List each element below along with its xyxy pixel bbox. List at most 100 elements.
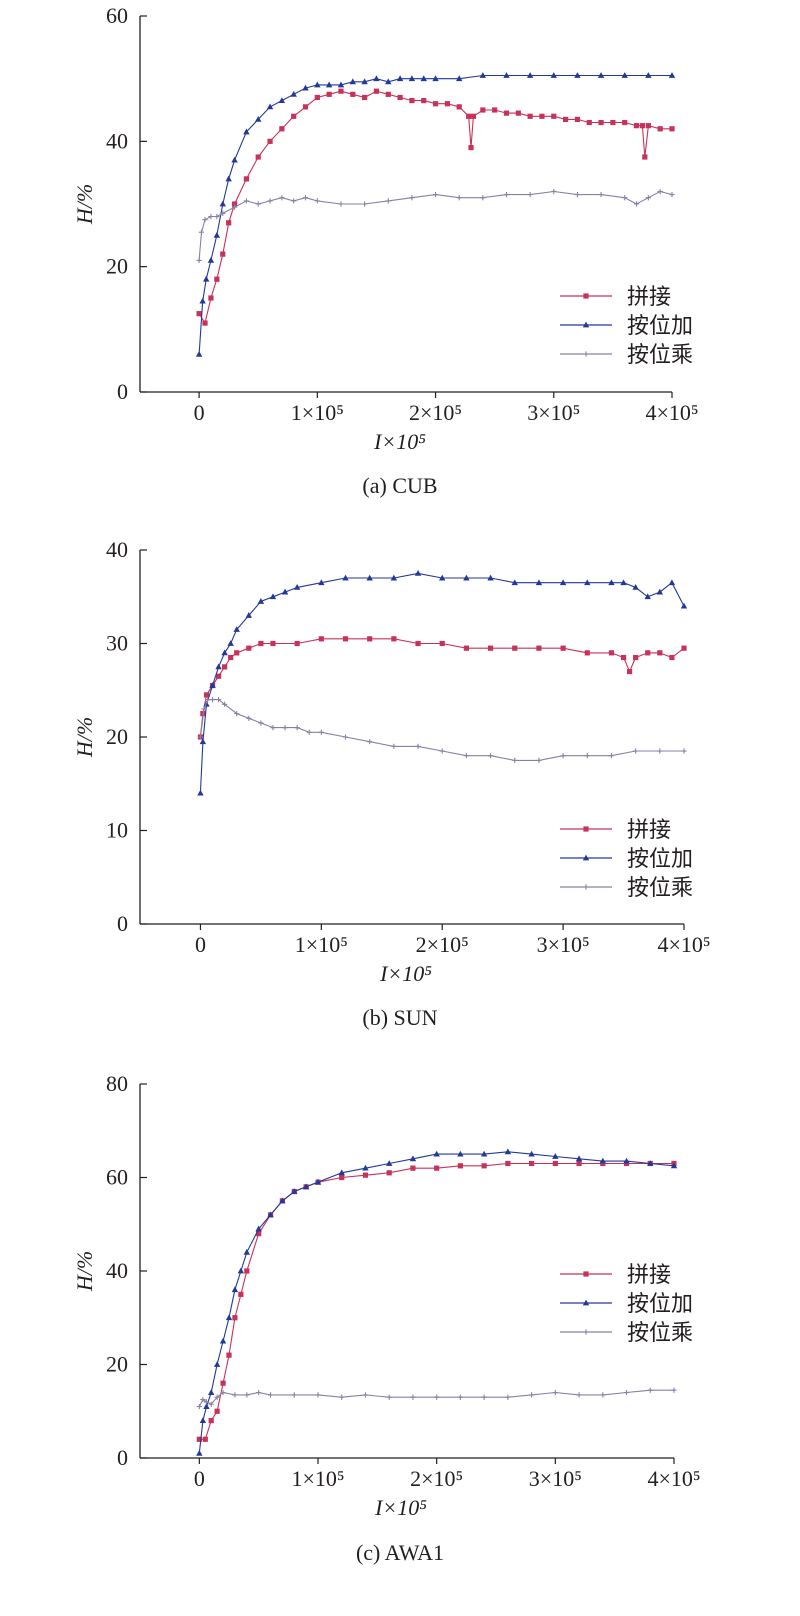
data-point bbox=[342, 636, 349, 642]
x-tick-label: 0 bbox=[194, 400, 205, 425]
data-point bbox=[208, 1389, 215, 1395]
x-tick-label: 2×10⁵ bbox=[416, 932, 469, 957]
panel-caption: (c) AWA1 bbox=[356, 1540, 444, 1565]
data-point bbox=[409, 195, 415, 201]
data-point bbox=[220, 210, 226, 216]
data-point bbox=[586, 119, 592, 126]
y-tick-label: 20 bbox=[106, 724, 128, 749]
data-point bbox=[291, 198, 297, 204]
data-point bbox=[243, 1248, 250, 1255]
series-line bbox=[199, 1162, 674, 1440]
data-point bbox=[644, 593, 651, 600]
data-point bbox=[267, 1211, 274, 1218]
series-plus bbox=[196, 1387, 677, 1410]
x-tick-label: 3×10⁵ bbox=[527, 400, 580, 425]
x-tick-label: 4×10⁵ bbox=[645, 400, 698, 425]
data-point bbox=[669, 126, 675, 132]
data-point bbox=[325, 81, 333, 88]
legend-swatch-marker bbox=[583, 884, 589, 890]
data-point bbox=[669, 192, 675, 198]
data-point bbox=[228, 654, 234, 661]
y-tick-label: 40 bbox=[106, 128, 128, 153]
data-point bbox=[598, 119, 604, 126]
data-point bbox=[608, 753, 615, 759]
data-point bbox=[480, 195, 486, 201]
data-point bbox=[620, 579, 627, 586]
data-point bbox=[208, 213, 214, 220]
data-point bbox=[457, 1394, 463, 1400]
data-point bbox=[408, 75, 416, 82]
data-point bbox=[294, 640, 300, 647]
data-point bbox=[315, 1392, 321, 1398]
series-triangle bbox=[195, 72, 676, 357]
data-point bbox=[456, 104, 462, 110]
data-point bbox=[279, 1197, 286, 1204]
data-point bbox=[512, 757, 518, 763]
data-point bbox=[645, 123, 651, 129]
data-point bbox=[220, 1380, 226, 1386]
y-tick-label: 40 bbox=[106, 537, 128, 562]
data-point bbox=[463, 645, 469, 651]
data-point bbox=[373, 88, 380, 94]
data-point bbox=[367, 739, 373, 745]
data-point bbox=[367, 636, 373, 642]
data-point bbox=[232, 1392, 238, 1398]
data-point bbox=[294, 725, 300, 731]
series-triangle bbox=[196, 1148, 678, 1456]
data-point bbox=[456, 195, 462, 201]
data-point bbox=[539, 113, 545, 119]
data-point bbox=[213, 231, 221, 238]
data-point bbox=[421, 98, 427, 104]
data-point bbox=[205, 697, 211, 703]
data-point bbox=[385, 91, 391, 97]
data-point bbox=[503, 72, 510, 78]
data-point bbox=[231, 204, 238, 210]
data-point bbox=[207, 257, 215, 263]
data-point bbox=[362, 1172, 369, 1178]
legend-label: 拼接 bbox=[627, 818, 671, 843]
data-point bbox=[220, 251, 226, 257]
data-point bbox=[480, 107, 486, 113]
legend-swatch-marker bbox=[583, 293, 589, 299]
data-point bbox=[468, 145, 474, 151]
data-point bbox=[267, 1392, 274, 1398]
series-square bbox=[196, 88, 675, 326]
legend-swatch-marker bbox=[583, 351, 589, 357]
data-point bbox=[314, 94, 320, 101]
legend-label: 按位乘 bbox=[627, 876, 693, 901]
series-square bbox=[197, 636, 687, 740]
data-point bbox=[257, 598, 265, 604]
data-point bbox=[574, 116, 581, 122]
y-tick-label: 20 bbox=[106, 254, 128, 279]
data-point bbox=[209, 697, 216, 703]
data-point bbox=[487, 753, 494, 759]
data-point bbox=[457, 1150, 464, 1157]
data-point bbox=[552, 1153, 559, 1159]
legend-swatch-marker bbox=[583, 1329, 589, 1335]
data-point bbox=[202, 320, 208, 326]
data-point bbox=[574, 72, 581, 78]
legend-label: 按位加 bbox=[627, 847, 693, 872]
data-point bbox=[627, 668, 633, 675]
data-point bbox=[302, 195, 309, 201]
data-point bbox=[245, 612, 252, 618]
data-point bbox=[386, 1160, 393, 1166]
data-point bbox=[386, 1170, 392, 1176]
data-point bbox=[642, 154, 648, 160]
y-tick-label: 20 bbox=[106, 1352, 128, 1377]
chart-panel-3: 0 20 40 60 80 0 1×10⁵ 2×10⁵ 3×10⁵ 4×10⁵ H/% I×10⁵ (c… bbox=[72, 1071, 701, 1565]
data-point bbox=[584, 753, 590, 759]
data-point bbox=[255, 116, 262, 122]
data-point bbox=[584, 650, 590, 656]
x-tick-label: 4×10⁵ bbox=[657, 932, 710, 957]
data-point bbox=[362, 94, 368, 101]
data-point bbox=[362, 1392, 369, 1398]
x-axis-label: I×10⁵ bbox=[374, 1495, 427, 1520]
data-point bbox=[243, 198, 249, 204]
data-point bbox=[267, 198, 273, 204]
series-line bbox=[198, 74, 672, 355]
data-point bbox=[208, 295, 214, 301]
data-point bbox=[550, 72, 557, 78]
